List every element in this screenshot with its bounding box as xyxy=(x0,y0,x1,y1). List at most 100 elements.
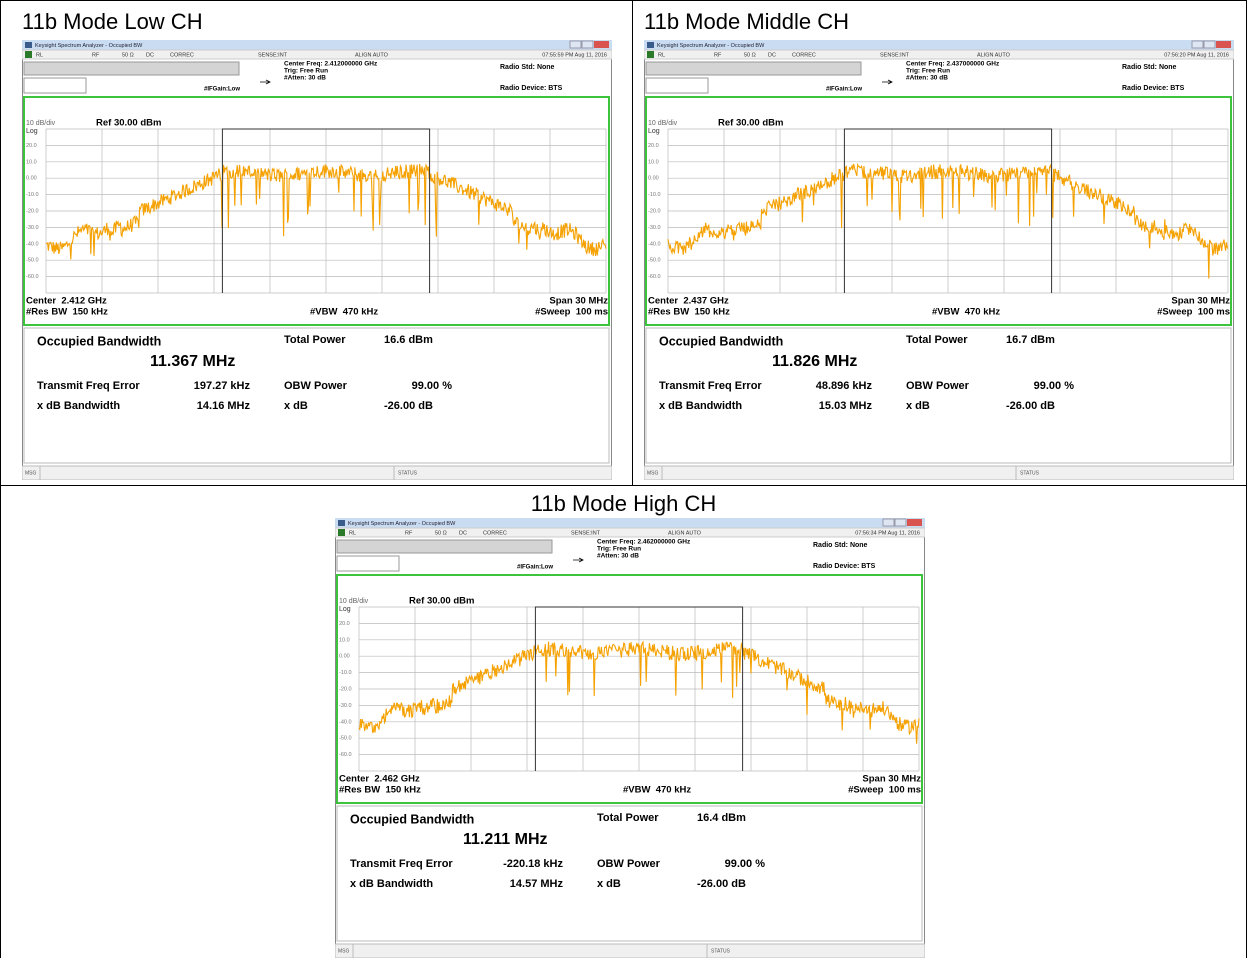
scale-label: 0.00 xyxy=(648,176,659,182)
scale-label: -50.0 xyxy=(648,258,661,264)
toolbar xyxy=(335,527,925,538)
scale-label: -60.0 xyxy=(26,274,39,280)
lxi-icon xyxy=(338,529,345,536)
value: 197.27 kHz xyxy=(194,380,251,392)
status-bar xyxy=(22,465,612,480)
toolbar-item: CORREC xyxy=(170,52,194,58)
value: 14.16 MHz xyxy=(197,400,251,412)
scale-label: -30.0 xyxy=(648,225,661,231)
input-box xyxy=(645,77,709,94)
if-gain: #IFGain:Low xyxy=(204,87,240,93)
label: OBW Power xyxy=(597,858,661,870)
scale: 10 dB/div xyxy=(339,598,369,605)
results-box xyxy=(336,805,923,942)
obw-marker xyxy=(534,606,744,771)
radio-std: Radio Std: None xyxy=(813,542,868,549)
title-bar xyxy=(335,518,925,528)
vbw: #VBW 470 kHz xyxy=(310,307,378,318)
scale: 10 dB/div xyxy=(26,120,56,127)
vbw: #VBW 470 kHz xyxy=(623,785,691,796)
label: x dB Bandwidth xyxy=(350,878,433,890)
value: 11.826 MHz xyxy=(772,353,857,370)
radio-device: Radio Device: BTS xyxy=(500,85,563,92)
toolbar-item: RF xyxy=(405,530,413,536)
close-button xyxy=(594,41,609,48)
input-box xyxy=(645,61,862,76)
scale-label: -20.0 xyxy=(26,208,39,214)
value: 48.896 kHz xyxy=(816,380,873,392)
ref-level: Ref 30.00 dBm xyxy=(96,118,161,129)
center: Center 2.462 GHz xyxy=(339,774,420,785)
window-title: Keysight Spectrum Analyzer - Occupied BW xyxy=(657,43,765,49)
scale-label: 10.0 xyxy=(339,637,350,643)
scale-label: -20.0 xyxy=(339,686,352,692)
value: -26.00 dB xyxy=(384,400,433,412)
spectrum-trace xyxy=(358,640,920,744)
label: Transmit Freq Error xyxy=(350,858,453,870)
toolbar-item: 50 Ω xyxy=(122,52,134,58)
center-freq: Center Freq: 2.412000000 GHz xyxy=(284,61,378,68)
scale-label: -50.0 xyxy=(339,736,352,742)
window-title: Keysight Spectrum Analyzer - Occupied BW xyxy=(35,43,143,49)
scale-label: -10.0 xyxy=(26,192,39,198)
if-gain: #IFGain:Low xyxy=(517,565,553,571)
window-title: Keysight Spectrum Analyzer - Occupied BW xyxy=(348,521,456,527)
trigger-icon xyxy=(882,79,893,85)
table-border xyxy=(0,0,1,958)
vbw: #VBW 470 kHz xyxy=(932,307,1000,318)
attenuation: #Atten: 30 dB xyxy=(906,75,948,82)
obw-marker xyxy=(221,128,431,293)
scale-label: -40.0 xyxy=(26,241,39,247)
obw-marker xyxy=(843,128,1053,293)
close-button xyxy=(907,519,922,526)
value: 99.00 % xyxy=(412,380,453,392)
toolbar-item: DC xyxy=(146,52,154,58)
label: x dB xyxy=(906,400,930,412)
scale-label: -50.0 xyxy=(26,258,39,264)
span: Span 30 MHz xyxy=(1171,296,1230,307)
window-button xyxy=(569,40,582,49)
toolbar-item: DC xyxy=(459,530,467,536)
ref-level: Ref 30.00 dBm xyxy=(718,118,783,129)
status: STATUS xyxy=(1020,470,1040,476)
scale-label: 0.00 xyxy=(26,176,37,182)
label: OBW Power xyxy=(906,380,970,392)
label: Total Power xyxy=(597,812,659,824)
radio-device: Radio Device: BTS xyxy=(1122,85,1185,92)
res-bw: #Res BW 150 kHz xyxy=(648,307,730,318)
label: Transmit Freq Error xyxy=(37,380,140,392)
center-freq: Center Freq: 2.437000000 GHz xyxy=(906,61,1000,68)
value: 16.6 dBm xyxy=(384,334,433,346)
radio-std: Radio Std: None xyxy=(500,64,555,71)
status: STATUS xyxy=(398,470,418,476)
label: Occupied Bandwidth xyxy=(37,334,161,348)
scale-label: -30.0 xyxy=(339,703,352,709)
scale-label: -20.0 xyxy=(648,208,661,214)
scale-label: -60.0 xyxy=(339,752,352,758)
app-icon xyxy=(338,520,345,526)
toolbar-item: RF xyxy=(92,52,100,58)
input-box xyxy=(23,77,87,94)
trigger-icon xyxy=(573,557,584,563)
radio-std: Radio Std: None xyxy=(1122,64,1177,71)
toolbar-item: CORREC xyxy=(792,52,816,58)
value: 99.00 % xyxy=(1034,380,1075,392)
if-gain: #IFGain:Low xyxy=(826,87,862,93)
input-box xyxy=(336,555,400,572)
spectrum-trace xyxy=(45,163,607,260)
window-button xyxy=(894,518,907,527)
status: STATUS xyxy=(711,948,731,954)
sweep: #Sweep 100 ms xyxy=(1157,307,1230,318)
timestamp: 07:56:20 PM Aug 11, 2016 xyxy=(1164,52,1229,58)
title-bar xyxy=(22,40,612,50)
toolbar-item: RL xyxy=(349,530,356,536)
trigger: Trig: Free Run xyxy=(284,68,328,75)
caption: 11b Mode Low CH xyxy=(22,9,203,34)
trigger: Trig: Free Run xyxy=(906,68,950,75)
span: Span 30 MHz xyxy=(862,774,921,785)
label: x dB xyxy=(284,400,308,412)
table-border xyxy=(0,0,1247,1)
label: x dB Bandwidth xyxy=(37,400,120,412)
scale-label: 20.0 xyxy=(26,143,37,149)
scale-label: 20.0 xyxy=(648,143,659,149)
